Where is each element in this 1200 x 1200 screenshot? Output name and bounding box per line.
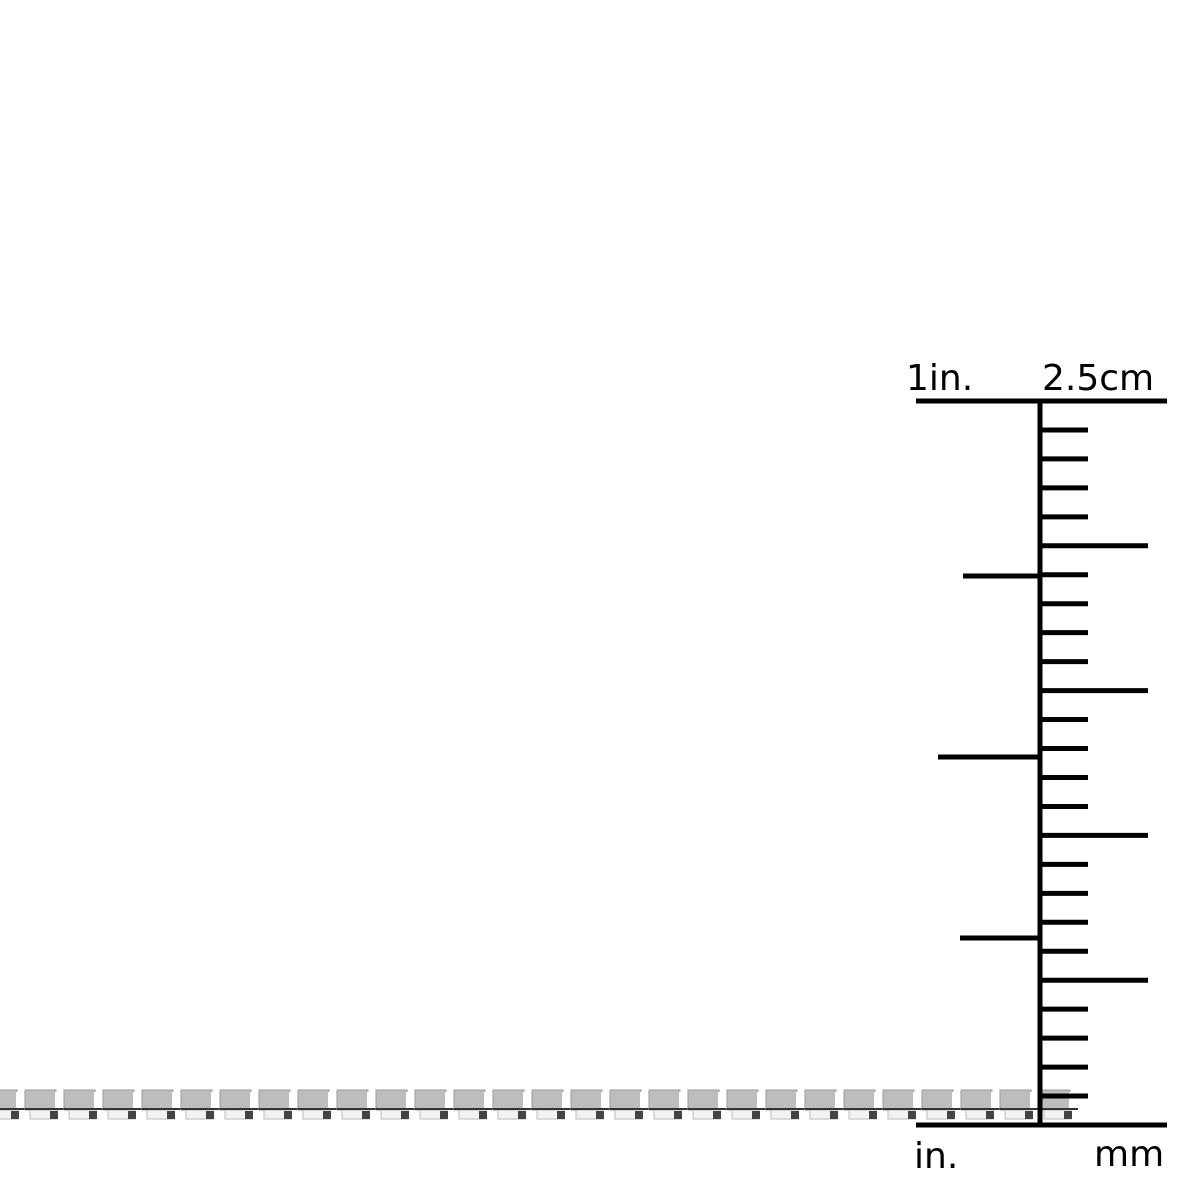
chain-link [375,1089,415,1120]
chain-link [609,1089,649,1120]
chain-link [180,1089,220,1120]
chain-link [0,1089,25,1120]
chain-link [414,1089,454,1120]
chain-link [492,1089,532,1120]
scale-ruler [916,398,1167,1128]
chain-link [219,1089,259,1120]
chain-link [531,1089,571,1120]
label-1in: 1in. [906,358,973,399]
label-in: in. [914,1136,958,1177]
box-chain [0,1089,1078,1120]
chain-link [336,1089,376,1120]
chain-link [570,1089,610,1120]
chain-link [102,1089,142,1120]
chain-link [765,1089,805,1120]
chain-link [999,1089,1039,1120]
chain-link [141,1089,181,1120]
chain-link [726,1089,766,1120]
chain-link [648,1089,688,1120]
label-mm: mm [1094,1134,1164,1175]
chain-link [960,1089,1000,1120]
chain-link [258,1089,298,1120]
chain-link [297,1089,337,1120]
chain-link [453,1089,493,1120]
chain-link [882,1089,922,1120]
chain-link [843,1089,883,1120]
chain-link [921,1089,961,1120]
chain-link [687,1089,727,1120]
chain-link [24,1089,64,1120]
chain-link [63,1089,103,1120]
chain-link [804,1089,844,1120]
label-2-5cm: 2.5cm [1042,358,1154,399]
